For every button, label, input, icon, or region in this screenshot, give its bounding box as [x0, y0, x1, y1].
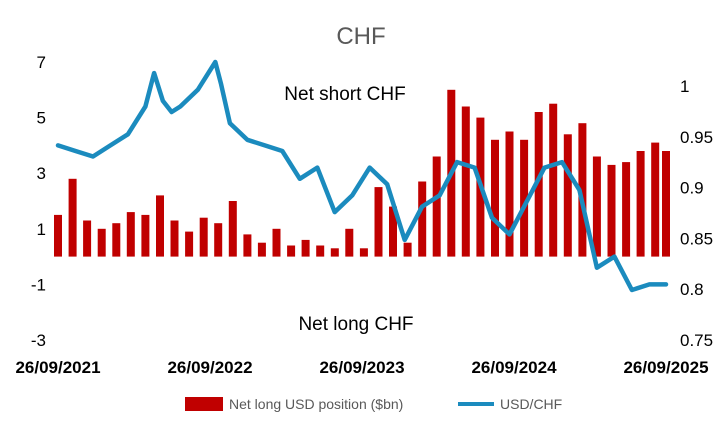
bar: [170, 220, 179, 257]
bar: [68, 178, 77, 257]
right-tick-label: 0.75: [680, 331, 713, 350]
right-tick-label: 0.95: [680, 128, 713, 147]
x-tick-label: 26/09/2021: [15, 358, 100, 377]
bar: [301, 239, 310, 257]
bar: [156, 195, 164, 257]
right-tick-label: 0.8: [680, 280, 704, 299]
bar: [622, 162, 631, 257]
bar: [636, 151, 645, 257]
x-tick-label: 26/09/2025: [623, 358, 708, 377]
left-axis-ticks: 7 5 3 1 -1 -3: [31, 53, 46, 350]
bar: [534, 112, 543, 257]
bar: [199, 217, 208, 257]
legend-bar-label: Net long USD position ($bn): [229, 396, 403, 412]
right-axis-ticks: 1 0.95 0.9 0.85 0.8 0.75: [680, 77, 713, 350]
right-tick-label: 0.85: [680, 229, 713, 248]
bar: [520, 139, 529, 257]
bar: [54, 214, 62, 257]
left-tick-label: 3: [37, 164, 46, 183]
bar: [662, 151, 670, 257]
bar: [316, 245, 325, 257]
bar: [83, 220, 92, 257]
bar: [214, 223, 223, 257]
x-tick-label: 26/09/2022: [167, 358, 252, 377]
bar: [185, 231, 194, 257]
bar: [418, 181, 427, 257]
bar: [592, 156, 601, 257]
bar: [257, 242, 266, 257]
bar: [359, 248, 368, 257]
usdchf-line: [55, 59, 669, 293]
bar: [141, 214, 150, 257]
bar: [491, 139, 499, 257]
bar: [374, 187, 383, 257]
bar: [112, 223, 121, 257]
bar: [345, 228, 354, 257]
bar: [126, 212, 135, 257]
left-tick-label: 5: [37, 109, 46, 128]
left-tick-label: 1: [37, 220, 46, 239]
legend-line-label: USD/CHF: [500, 396, 562, 412]
bar-series: [54, 89, 670, 257]
bar: [578, 123, 587, 257]
annotation-net-short: Net short CHF: [284, 84, 405, 105]
right-tick-label: 1: [680, 77, 689, 96]
legend-bar-swatch: [185, 397, 223, 411]
x-tick-label: 26/09/2023: [319, 358, 404, 377]
legend: Net long USD position ($bn) USD/CHF: [185, 396, 562, 412]
bar: [97, 228, 106, 257]
bar: [272, 228, 281, 257]
bar: [243, 234, 252, 257]
x-tick-label: 26/09/2024: [471, 358, 557, 377]
bar: [607, 164, 616, 257]
bar: [228, 201, 237, 257]
left-tick-label: -1: [31, 275, 46, 294]
right-tick-label: 0.9: [680, 179, 704, 198]
chart-title: CHF: [336, 23, 385, 50]
bar: [330, 248, 339, 257]
bar: [505, 131, 514, 257]
bar: [389, 206, 397, 257]
x-axis-ticks: 26/09/2021 26/09/2022 26/09/2023 26/09/2…: [15, 358, 708, 377]
bar: [549, 103, 558, 257]
bar: [432, 156, 441, 257]
left-tick-label: 7: [37, 53, 46, 72]
bar: [461, 106, 470, 257]
bar: [403, 242, 412, 257]
left-tick-label: -3: [31, 331, 46, 350]
annotation-net-long: Net long CHF: [298, 314, 413, 335]
bar: [563, 134, 572, 257]
bar: [287, 245, 296, 257]
bar: [651, 142, 660, 257]
